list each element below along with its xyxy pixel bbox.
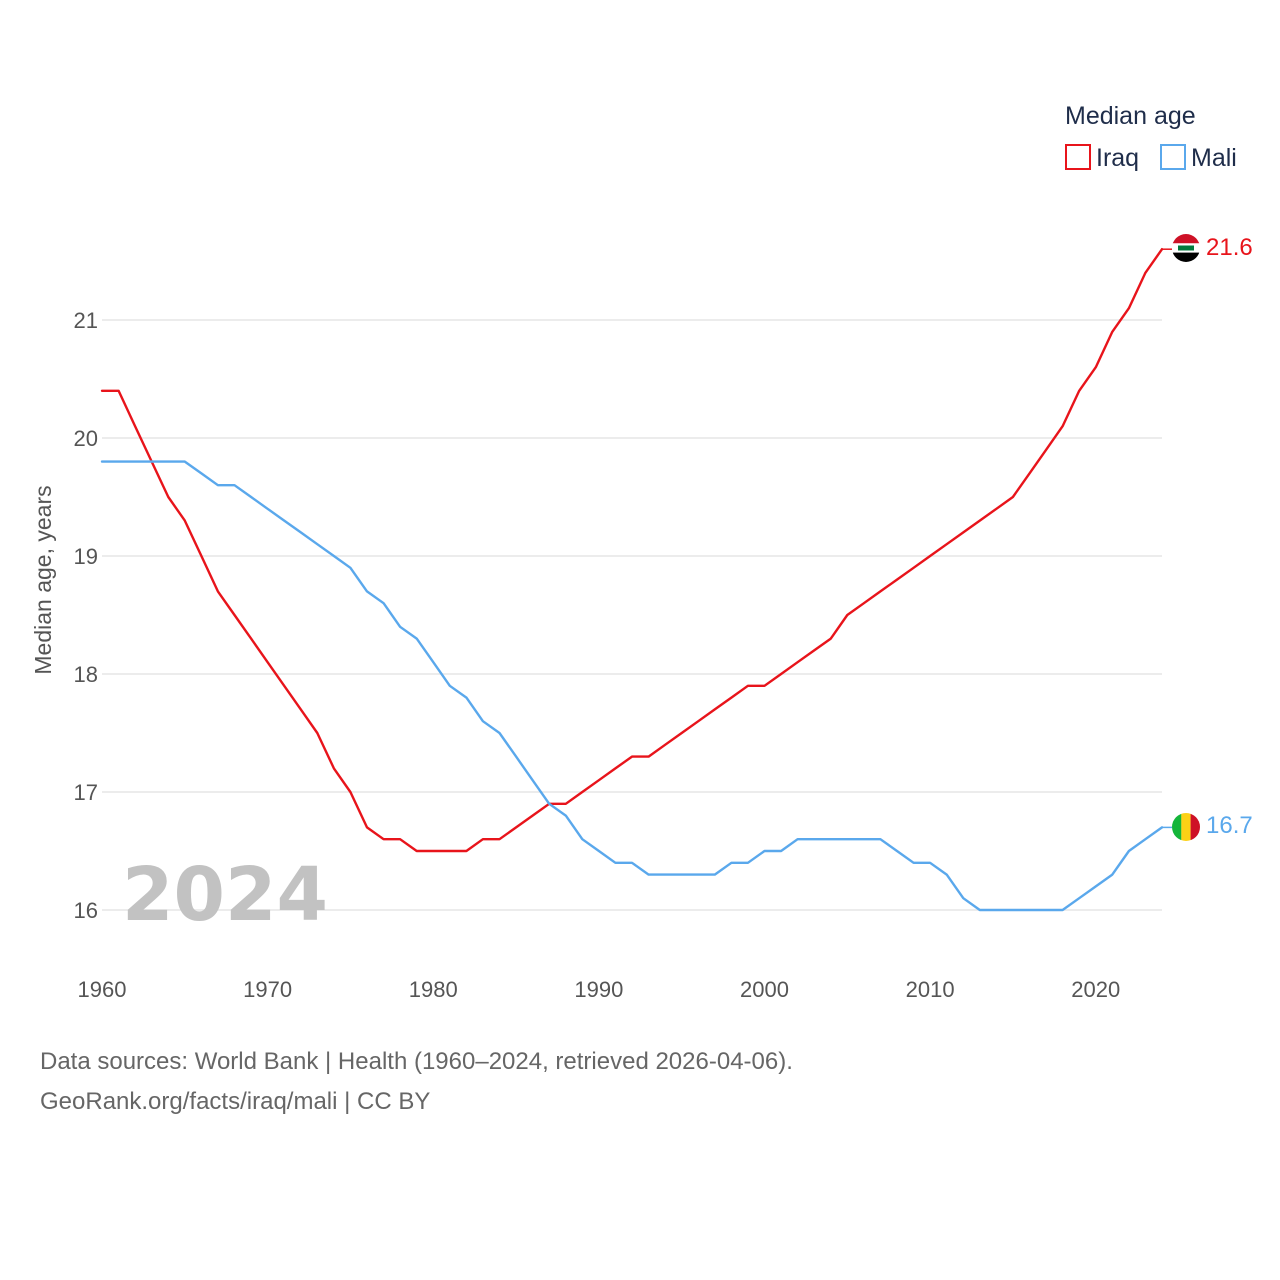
legend-label-iraq: Iraq [1096, 144, 1139, 172]
x-tick-label: 1960 [78, 977, 127, 1002]
series-line-mali[interactable] [100, 460, 1164, 912]
y-axis-ticks: 16 17 18 19 20 21 [74, 308, 98, 923]
y-tick-label: 20 [74, 426, 98, 451]
mali-flag-icon [1172, 813, 1200, 841]
iraq-end-value: 21.6 [1206, 234, 1253, 261]
x-tick-label: 2020 [1071, 977, 1120, 1002]
x-tick-label: 2000 [740, 977, 789, 1002]
grid-lines [102, 319, 1162, 911]
x-tick-label: 1970 [243, 977, 292, 1002]
y-tick-label: 16 [74, 898, 98, 923]
legend-item-mali[interactable]: Mali [1160, 144, 1237, 172]
series-line-iraq[interactable] [100, 247, 1164, 853]
x-tick-label: 1990 [574, 977, 623, 1002]
legend-swatch-mali [1160, 144, 1186, 170]
y-tick-label: 19 [74, 544, 98, 569]
x-tick-label: 1980 [409, 977, 458, 1002]
legend[interactable]: Median age Iraq Mali [1065, 102, 1237, 172]
x-axis-ticks: 1960 1970 1980 1990 2000 2010 2020 [78, 977, 1121, 1002]
data-source-note: Data sources: World Bank | Health (1960–… [40, 1042, 793, 1122]
mali-end-value: 16.7 [1206, 812, 1253, 839]
source-line: Data sources: World Bank | Health (1960–… [40, 1048, 793, 1075]
legend-swatch-iraq [1065, 144, 1091, 170]
mali-end-marker: 16.7 [1172, 812, 1253, 841]
y-axis-label: Median age, years [30, 485, 56, 674]
x-tick-label: 2010 [906, 977, 955, 1002]
source-link[interactable]: GeoRank.org/facts/iraq/mali | CC BY [40, 1088, 431, 1115]
y-tick-label: 18 [74, 662, 98, 687]
y-tick-label: 21 [74, 308, 98, 333]
iraq-end-marker: 21.6 [1172, 234, 1253, 262]
year-watermark: 2024 [122, 852, 328, 938]
series-lines [100, 247, 1172, 912]
iraq-flag-icon [1172, 234, 1200, 262]
legend-title: Median age [1065, 102, 1196, 130]
legend-item-iraq[interactable]: Iraq [1065, 144, 1139, 172]
legend-label-mali: Mali [1191, 144, 1237, 172]
y-tick-label: 17 [74, 780, 98, 805]
